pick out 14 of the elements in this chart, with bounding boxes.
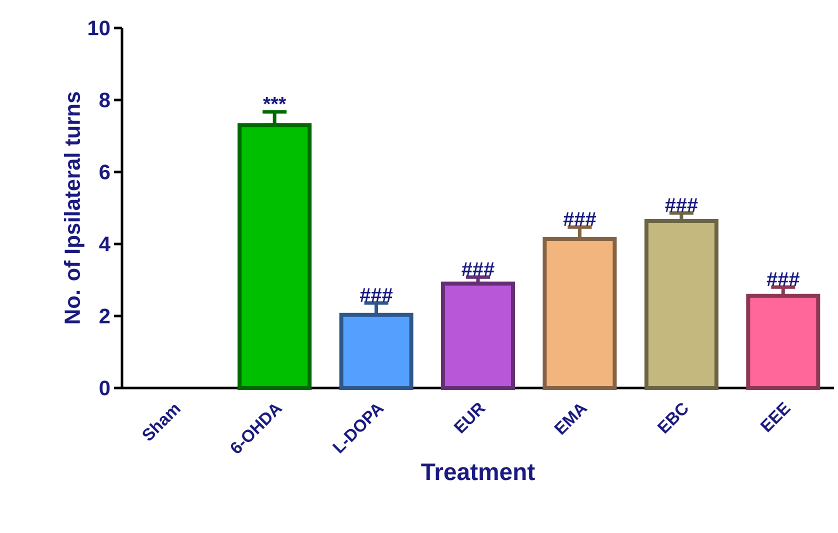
- annotation: ###: [462, 262, 494, 276]
- y-tick-label: 4: [99, 236, 110, 252]
- annotation: ###: [360, 288, 393, 302]
- y-axis-title: No. of Ipsilateral turns: [64, 92, 84, 324]
- y-tick-label: 10: [88, 20, 110, 36]
- y-tick-label: 2: [100, 308, 110, 324]
- y-tick-label: 8: [100, 92, 110, 108]
- y-tick-label: 6: [100, 164, 110, 180]
- annotation: ***: [263, 96, 286, 104]
- y-tick-label: 0: [100, 380, 110, 396]
- annotation: ###: [665, 198, 698, 212]
- annotation: ###: [766, 272, 800, 286]
- annotation: ###: [563, 212, 596, 226]
- x-axis-title: Treatment: [421, 464, 535, 480]
